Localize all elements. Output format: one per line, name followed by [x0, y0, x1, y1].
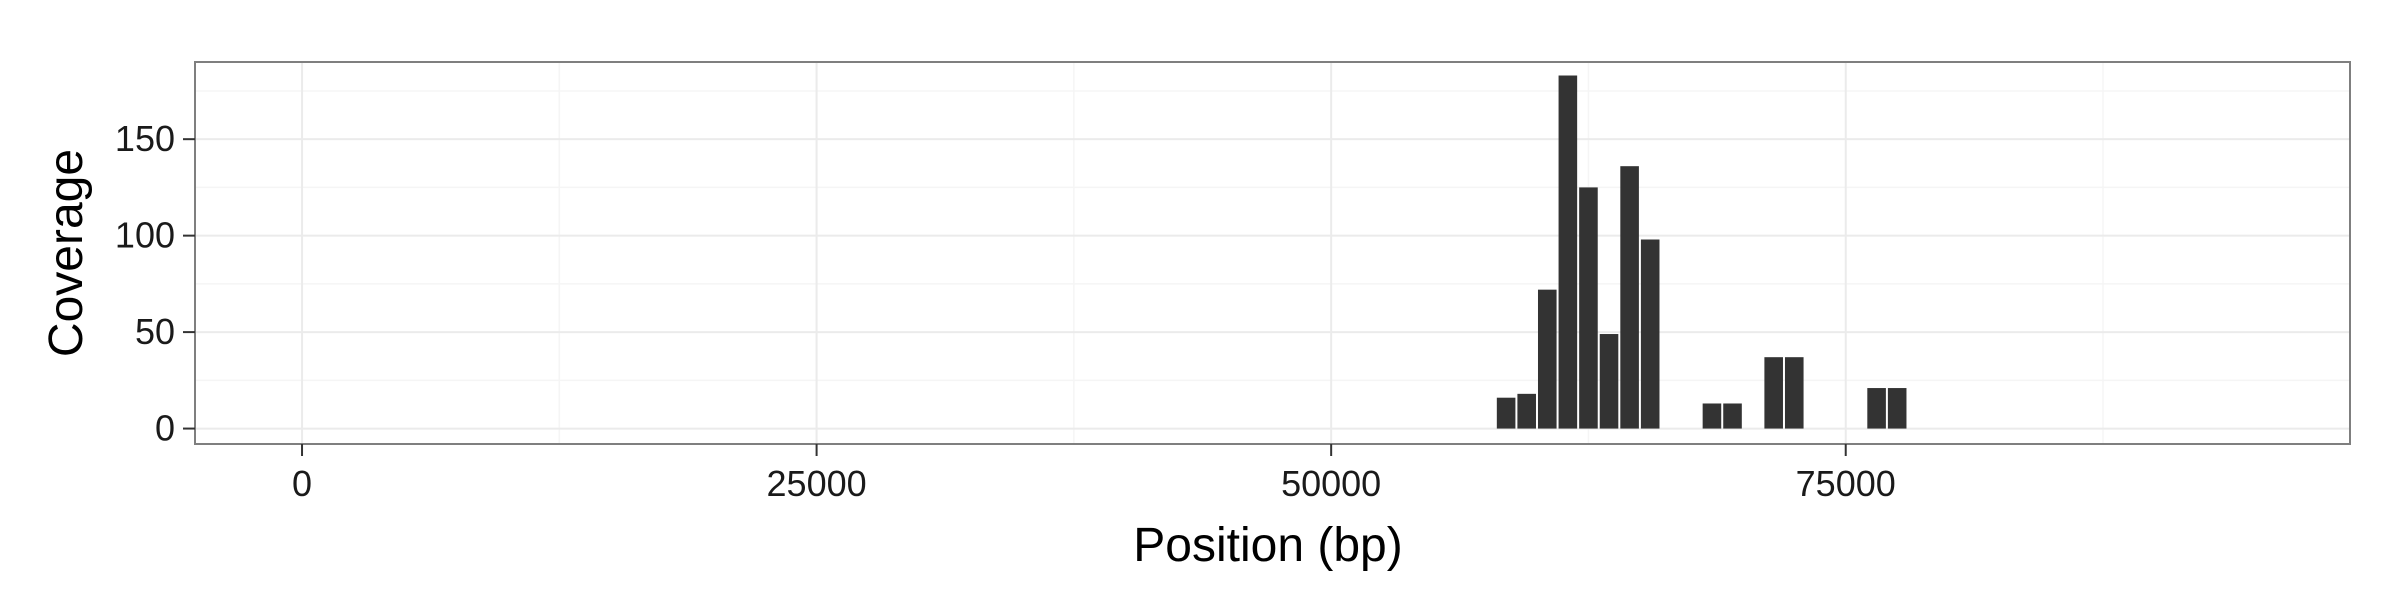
bars: [1496, 75, 1907, 429]
coverage-bar: [1867, 388, 1886, 429]
y-tick-label: 50: [135, 311, 175, 352]
coverage-bar: [1579, 187, 1598, 429]
coverage-bar: [1517, 393, 1536, 429]
y-axis-title: Coverage: [40, 149, 93, 357]
panel-border: [194, 61, 2351, 445]
y-tick-label: 100: [115, 215, 175, 256]
coverage-bar: [1496, 397, 1516, 429]
coverage-bar: [1723, 403, 1742, 429]
x-axis: 0 25000 50000 75000: [292, 444, 1896, 504]
coverage-bar: [1558, 75, 1578, 429]
minor-gridlines: [195, 62, 2350, 444]
panel-background: [195, 62, 2350, 444]
x-tick-label: 50000: [1281, 463, 1381, 504]
coverage-bar: [1702, 403, 1722, 429]
x-axis-title: Position (bp): [1133, 519, 1402, 572]
x-tick-label: 75000: [1796, 463, 1896, 504]
y-tick-label: 0: [155, 408, 175, 449]
coverage-bar: [1620, 166, 1639, 429]
coverage-bar: [1537, 289, 1557, 429]
y-axis: 0 50 100 150: [115, 118, 195, 449]
x-tick-label: 25000: [767, 463, 867, 504]
coverage-bar: [1887, 388, 1907, 429]
coverage-bar: [1784, 357, 1804, 429]
x-tick-label: 0: [292, 463, 312, 504]
y-tick-label: 150: [115, 118, 175, 159]
major-gridlines: [195, 62, 2350, 444]
coverage-bar: [1764, 357, 1783, 429]
coverage-bar: [1640, 239, 1660, 429]
coverage-bar: [1599, 334, 1619, 429]
